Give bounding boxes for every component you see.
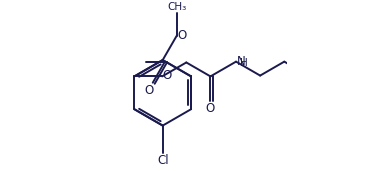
Text: CH₃: CH₃: [167, 2, 186, 12]
Text: O: O: [206, 102, 215, 115]
Text: O: O: [145, 84, 154, 97]
Text: N: N: [237, 55, 245, 68]
Text: H: H: [240, 58, 248, 68]
Text: O: O: [178, 29, 187, 42]
Text: O: O: [163, 69, 172, 82]
Text: Cl: Cl: [157, 154, 169, 167]
